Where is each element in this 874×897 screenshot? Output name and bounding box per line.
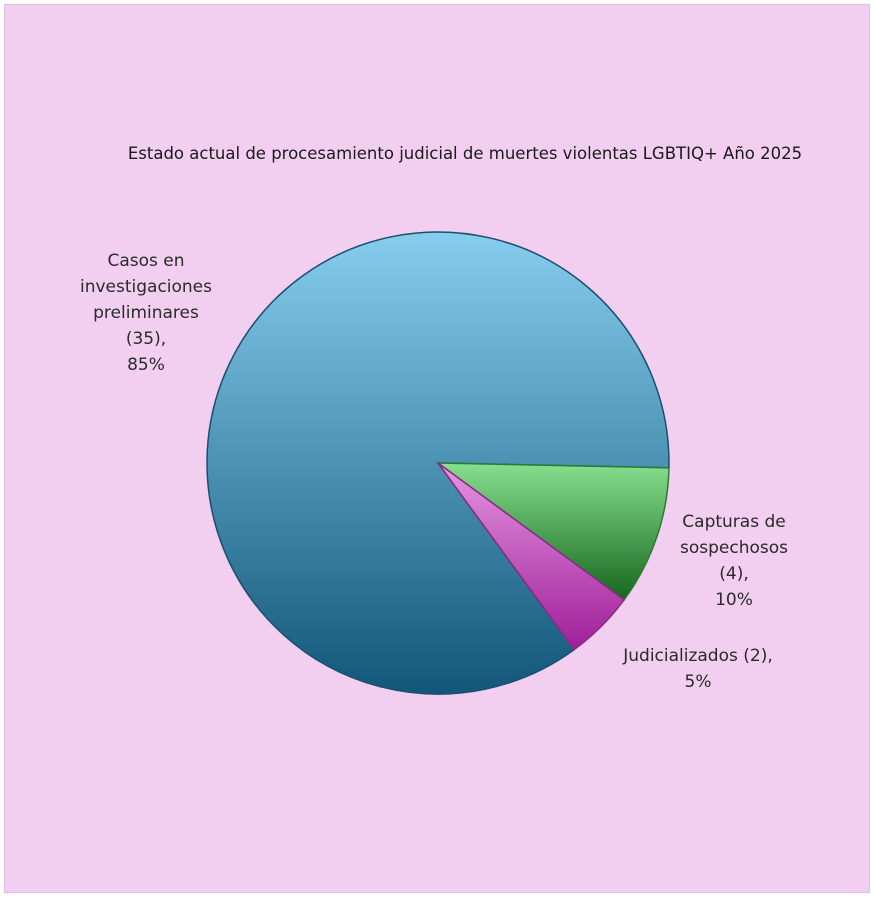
chart-title: Estado actual de procesamiento judicial … xyxy=(127,144,803,163)
data-label-casos-en-investigaciones: Casos en investigaciones preliminares (3… xyxy=(79,251,213,375)
pie-slice-judicializados xyxy=(437,462,626,651)
data-label-capturas-de-sospechosos: Capturas de sospechosos (4), 10% xyxy=(679,512,788,610)
pie-slice-capturas-de-sospechosos xyxy=(435,462,670,601)
data-label-judicializados: Judicializados (2), 5% xyxy=(623,646,773,692)
